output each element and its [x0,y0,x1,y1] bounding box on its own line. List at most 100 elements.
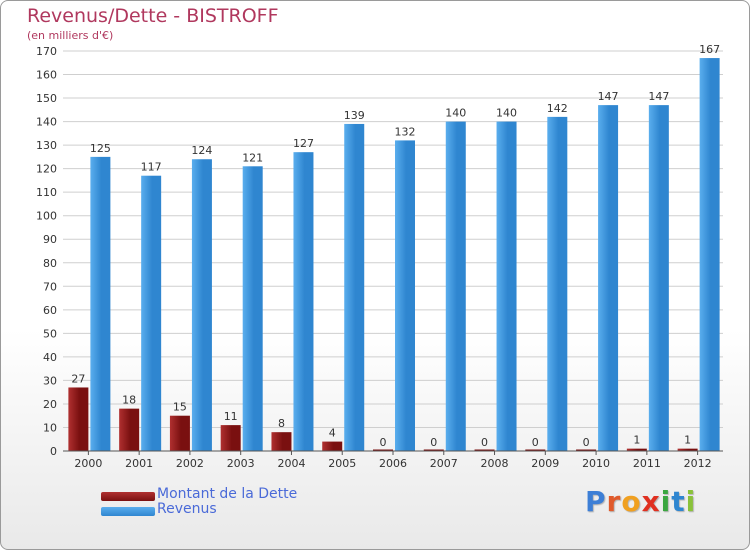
data-label-debt-2009: 0 [532,436,539,449]
data-label-debt-2004: 8 [278,417,285,430]
data-labels: 2712518117151241112181274139013201400140… [71,43,720,449]
logo-letter: i [685,485,697,518]
y-tick-label: 140 [36,116,57,129]
bar-debt-zero-2008 [474,449,495,451]
logo-letter: P [585,485,607,518]
data-label-debt-2006: 0 [380,436,387,449]
y-tick-label: 10 [43,421,57,434]
data-label-revenue-2004: 127 [293,137,314,150]
logo-letter: o [621,485,642,518]
y-tick-label: 50 [43,327,57,340]
x-tick-label: 2009 [531,457,559,470]
y-tick-label: 120 [36,163,57,176]
y-tick-label: 130 [36,139,57,152]
bar-revenue-2000 [90,156,111,451]
bar-debt-2001 [119,408,140,451]
y-tick-label: 150 [36,92,57,105]
y-tick-label: 70 [43,280,57,293]
x-tick-label: 2002 [176,457,204,470]
bar-revenue-2007 [445,121,466,452]
bar-debt-2003 [220,425,241,451]
data-label-debt-2002: 15 [173,401,187,414]
y-tick-label: 60 [43,304,57,317]
data-label-debt-2011: 1 [633,434,640,447]
data-label-debt-2005: 4 [329,427,336,440]
bar-debt-zero-2007 [423,449,444,451]
data-label-revenue-2011: 147 [648,90,669,103]
bar-revenue-2005 [344,123,365,452]
data-label-revenue-2001: 117 [141,161,162,174]
bar-debt-zero-2009 [525,449,546,451]
bar-chart: 0102030405060708090100110120130140150160… [36,43,723,470]
bar-revenue-2006 [395,140,415,452]
gridlines [63,50,723,452]
bar-debt-2005 [322,441,343,451]
x-tick-label: 2005 [328,457,356,470]
y-tick-label: 40 [43,351,57,364]
y-tick-label: 160 [36,69,57,82]
bar-debt-zero-2010 [576,449,597,451]
data-label-revenue-2010: 147 [598,90,619,103]
data-label-revenue-2008: 140 [496,107,517,120]
legend-label-revenue: Revenus [157,501,217,517]
chart-title: Revenus/Dette - BISTROFF [27,5,279,27]
data-label-debt-2012: 1 [684,434,691,447]
bar-debt-2004 [271,432,292,451]
y-tick-label: 110 [36,186,57,199]
y-tick-label: 20 [43,398,57,411]
y-tick-label: 170 [36,45,57,58]
x-tick-label: 2011 [633,457,661,470]
legend-swatch-revenue [101,507,155,516]
bar-revenue-2011 [648,105,669,451]
logo-letter: t [671,485,686,518]
bar-revenue-2002 [191,159,212,451]
data-label-revenue-2006: 132 [395,125,416,138]
bar-revenue-2003 [242,166,263,451]
y-tick-label: 80 [43,257,57,270]
bars [68,58,720,452]
data-label-debt-2001: 18 [122,394,136,407]
x-tick-label: 2006 [379,457,407,470]
y-tick-label: 90 [43,233,57,246]
y-tick-label: 100 [36,210,57,223]
logo-letter: r [606,485,622,518]
bar-debt-2002 [169,415,190,451]
x-tick-label: 2003 [227,457,255,470]
data-label-revenue-2003: 121 [242,151,263,164]
proxiti-logo: Proxiti [585,485,696,518]
x-axis-ticks: 2000 2001 2002 2003 2004 2005 2006 2007 2008 2009… [74,451,712,470]
y-tick-label: 30 [43,374,57,387]
y-tick-label: 0 [50,445,57,458]
bar-revenue-2012 [699,58,720,451]
legend-label-debt: Montant de la Dette [157,486,298,502]
chart-subtitle: (en milliers d'€) [27,29,114,42]
data-label-debt-2008: 0 [481,436,488,449]
x-tick-label: 2010 [582,457,610,470]
x-tick-label: 2001 [125,457,153,470]
bar-debt-2011 [626,448,647,451]
y-axis-ticks: 0 10 20 30 40 50 60 70 80 90 100 110 120 130 140 150 160… [36,45,57,458]
data-label-revenue-2012: 167 [699,43,720,56]
x-tick-label: 2008 [481,457,509,470]
x-tick-label: 2007 [430,457,458,470]
bar-revenue-2010 [598,105,619,451]
bar-revenue-2004 [293,152,314,452]
x-tick-label: 2000 [74,457,102,470]
bar-revenue-2009 [547,116,568,451]
bar-revenue-2001 [141,175,162,452]
legend-swatch-debt [101,492,155,501]
data-label-revenue-2009: 142 [547,102,568,115]
bar-debt-2012 [677,448,698,451]
data-label-debt-2007: 0 [430,436,437,449]
data-label-revenue-2002: 124 [191,144,212,157]
data-label-revenue-2007: 140 [445,107,466,120]
x-tick-label: 2012 [684,457,712,470]
data-label-revenue-2000: 125 [90,142,111,155]
logo-letter: x [641,485,661,518]
data-label-debt-2010: 0 [583,436,590,449]
data-label-debt-2003: 11 [224,410,238,423]
x-tick-label: 2004 [277,457,305,470]
data-label-debt-2000: 27 [71,372,85,385]
bar-debt-zero-2006 [373,449,393,451]
